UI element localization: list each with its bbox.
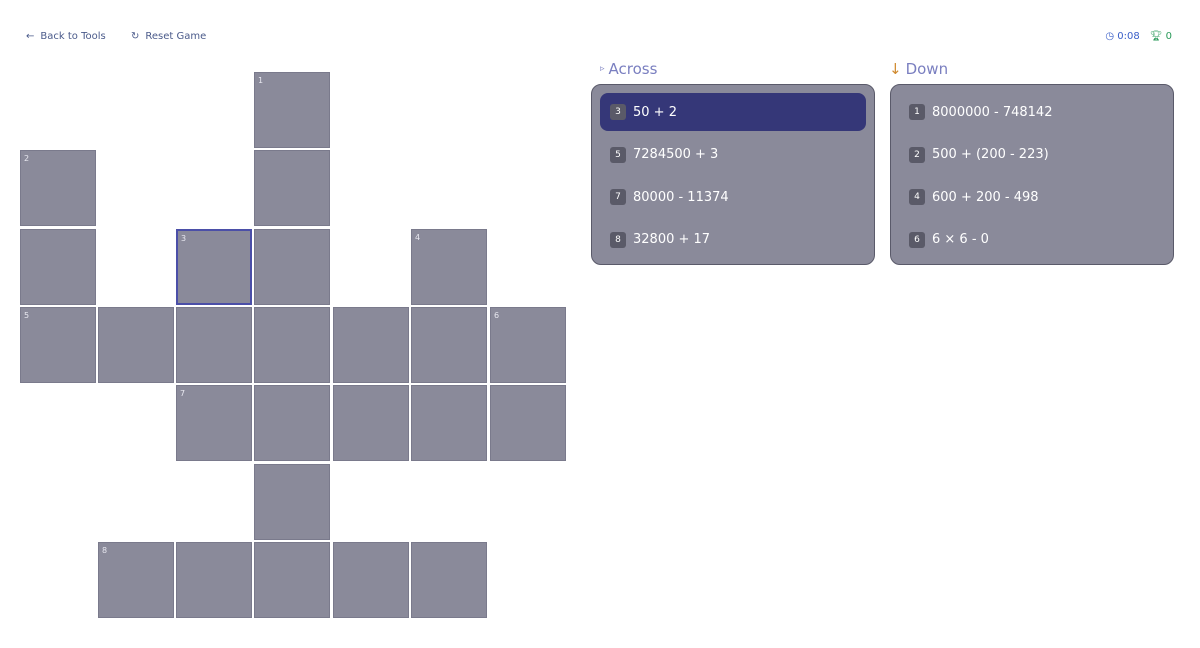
grid-cell[interactable] bbox=[176, 307, 252, 383]
clue-text: 600 + 200 - 498 bbox=[932, 189, 1039, 205]
clue-text: 500 + (200 - 223) bbox=[932, 147, 1049, 162]
clue-item[interactable]: 1 8000000 - 748142 bbox=[899, 93, 1165, 131]
grid-cell[interactable] bbox=[254, 229, 330, 305]
grid-cell[interactable] bbox=[333, 542, 409, 618]
clue-item[interactable]: 8 32800 + 17 bbox=[600, 221, 866, 259]
clue-text: 50 + 2 bbox=[633, 104, 677, 120]
clue-number: 5 bbox=[610, 146, 626, 163]
across-header: ▹ Across bbox=[600, 60, 658, 78]
clue-number: 1 bbox=[909, 104, 925, 120]
refresh-icon: ↻ bbox=[131, 31, 140, 42]
cell-number: 5 bbox=[24, 311, 30, 320]
grid-cell[interactable]: 6 bbox=[490, 307, 566, 383]
grid-cell[interactable] bbox=[333, 307, 409, 383]
clue-item[interactable]: 3 50 + 2 bbox=[600, 93, 866, 131]
arrow-down-icon: ↓ bbox=[889, 60, 902, 78]
clue-number: 7 bbox=[610, 189, 626, 205]
trophy-icon: 🏆︎ bbox=[1149, 31, 1163, 42]
arrow-right-icon: ▹ bbox=[600, 64, 605, 74]
timer: ◷ 0:08 bbox=[1105, 31, 1140, 42]
down-clues-panel: 1 8000000 - 748142 2 500 + (200 - 223) 4 600 … bbox=[890, 84, 1174, 265]
clue-number: 3 bbox=[610, 104, 626, 120]
score: 🏆︎ 0 bbox=[1149, 31, 1172, 42]
clue-text: 8000000 - 748142 bbox=[932, 104, 1053, 120]
clue-number: 4 bbox=[909, 189, 925, 205]
across-clues-panel: 3 50 + 2 5 7284500 + 3 7 80000 - 11374 8 32800 … bbox=[591, 84, 875, 265]
grid-cell[interactable]: 2 bbox=[20, 150, 96, 226]
down-header: ↓ Down bbox=[889, 60, 949, 78]
grid-cell[interactable]: 1 bbox=[254, 72, 330, 148]
grid-cell[interactable]: 4 bbox=[411, 229, 487, 305]
game-stats: ◷ 0:08 🏆︎ 0 bbox=[1105, 31, 1172, 42]
arrow-left-icon: ← bbox=[26, 31, 35, 42]
grid-cell[interactable] bbox=[411, 307, 487, 383]
cell-number: 8 bbox=[102, 546, 108, 555]
clue-item[interactable]: 5 7284500 + 3 bbox=[600, 136, 866, 174]
clue-item[interactable]: 7 80000 - 11374 bbox=[600, 178, 866, 216]
clock-icon: ◷ bbox=[1105, 31, 1115, 42]
clue-text: 32800 + 17 bbox=[633, 232, 711, 247]
clue-text: 6 × 6 - 0 bbox=[932, 232, 989, 247]
cell-number: 4 bbox=[415, 233, 421, 242]
cell-number: 2 bbox=[24, 154, 30, 163]
back-to-tools-button[interactable]: ← Back to Tools bbox=[26, 31, 106, 42]
grid-cell[interactable] bbox=[20, 229, 96, 305]
clue-text: 7284500 + 3 bbox=[633, 147, 719, 162]
cell-number: 7 bbox=[180, 389, 186, 398]
clue-item[interactable]: 2 500 + (200 - 223) bbox=[899, 136, 1165, 174]
grid-cell[interactable] bbox=[411, 542, 487, 618]
clue-item[interactable]: 4 600 + 200 - 498 bbox=[899, 178, 1165, 216]
grid-cell[interactable] bbox=[490, 385, 566, 461]
grid-cell[interactable] bbox=[254, 464, 330, 540]
clue-number: 2 bbox=[909, 146, 925, 163]
clue-number: 8 bbox=[610, 231, 626, 248]
grid-cell[interactable]: 7 bbox=[176, 385, 252, 461]
grid-cell[interactable]: 5 bbox=[20, 307, 96, 383]
grid-cell[interactable] bbox=[98, 307, 174, 383]
grid-cell[interactable] bbox=[254, 307, 330, 383]
clue-number: 6 bbox=[909, 231, 925, 248]
grid-cell[interactable] bbox=[254, 542, 330, 618]
cell-number: 3 bbox=[181, 234, 187, 243]
grid-cell[interactable] bbox=[254, 150, 330, 226]
grid-cell[interactable] bbox=[333, 385, 409, 461]
grid-cell[interactable]: 3 bbox=[176, 229, 252, 305]
grid-cell[interactable] bbox=[411, 385, 487, 461]
grid-cell[interactable] bbox=[254, 385, 330, 461]
grid-cell[interactable]: 8 bbox=[98, 542, 174, 618]
cell-number: 6 bbox=[494, 311, 500, 320]
clue-item[interactable]: 6 6 × 6 - 0 bbox=[899, 221, 1165, 259]
clue-text: 80000 - 11374 bbox=[633, 189, 729, 205]
grid-cell[interactable] bbox=[176, 542, 252, 618]
reset-game-button[interactable]: ↻ Reset Game bbox=[131, 31, 207, 42]
cell-number: 1 bbox=[258, 76, 264, 85]
